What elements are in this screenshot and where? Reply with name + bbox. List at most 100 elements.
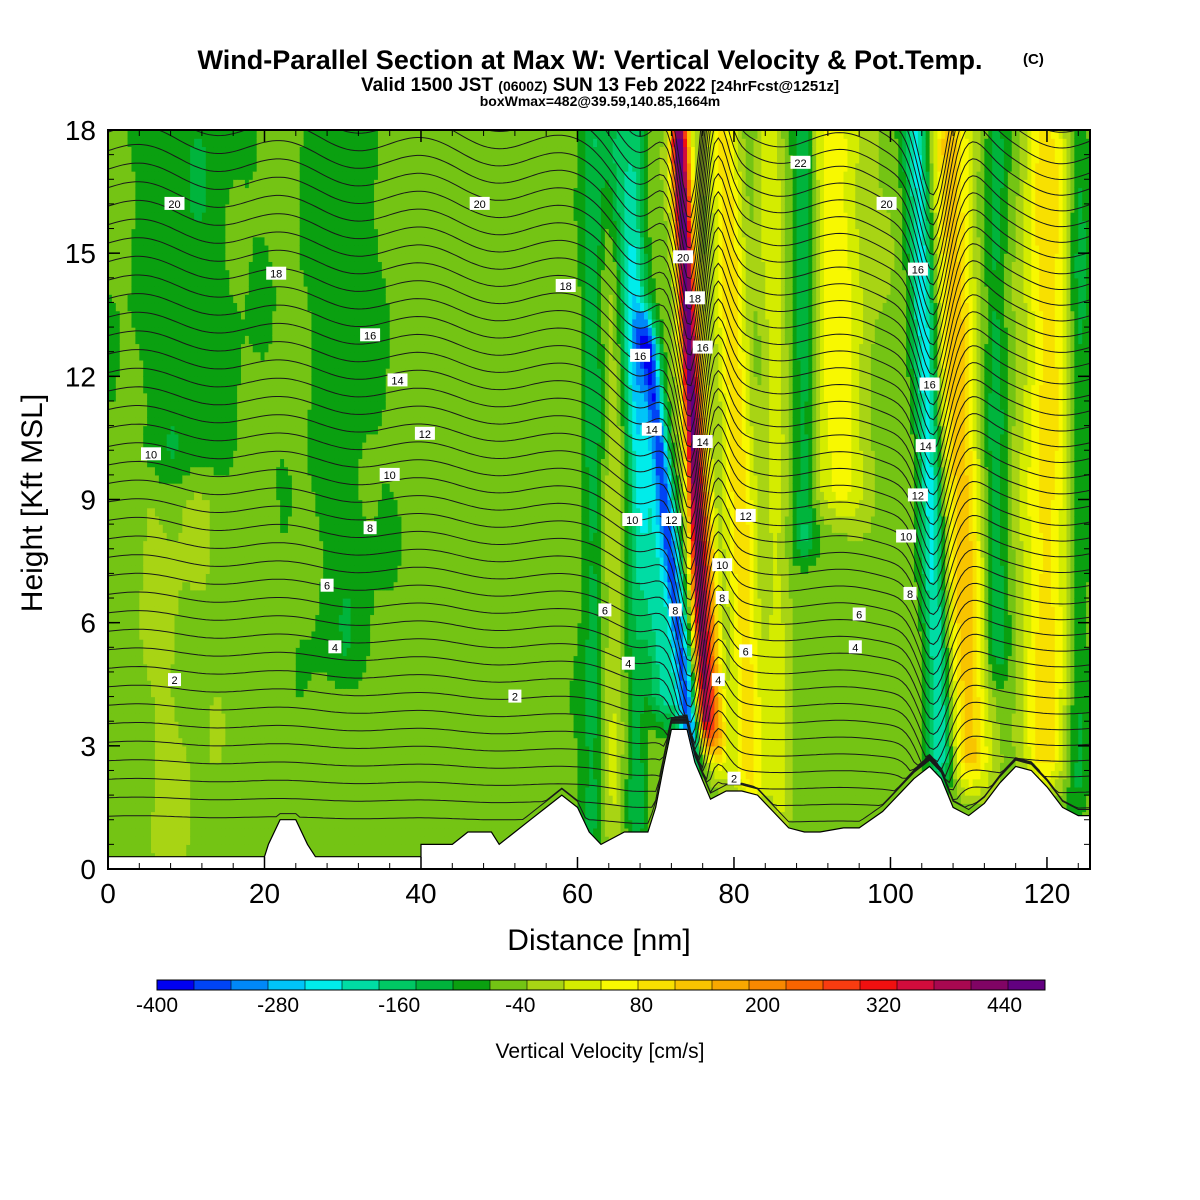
w-cell <box>182 770 187 779</box>
w-cell <box>159 491 164 500</box>
w-cell <box>178 795 183 804</box>
w-cell <box>128 795 133 804</box>
w-cell <box>120 467 125 476</box>
w-cell <box>124 319 129 328</box>
w-cell <box>159 680 164 689</box>
w-cell <box>159 656 164 665</box>
w-cell <box>151 688 156 697</box>
w-cell <box>143 130 148 139</box>
w-cell <box>163 697 168 706</box>
w-cell <box>186 458 191 467</box>
w-cell <box>163 401 168 410</box>
w-cell <box>167 319 172 328</box>
w-cell <box>128 130 133 139</box>
w-cell <box>182 803 187 812</box>
w-cell <box>112 705 117 714</box>
w-cell <box>163 327 168 336</box>
w-cell <box>175 565 180 574</box>
w-cell <box>182 450 187 459</box>
w-cell <box>159 212 164 221</box>
w-cell <box>155 795 160 804</box>
w-cell <box>151 680 156 689</box>
w-cell <box>167 746 172 755</box>
w-cell <box>155 360 160 369</box>
w-cell <box>139 614 144 623</box>
w-cell <box>147 229 152 238</box>
w-cell <box>151 237 156 246</box>
w-cell <box>186 278 191 287</box>
w-cell <box>131 343 136 352</box>
w-cell <box>182 713 187 722</box>
w-cell <box>128 623 133 632</box>
w-cell <box>139 376 144 385</box>
w-cell <box>159 836 164 845</box>
w-cell <box>143 302 148 311</box>
w-cell <box>116 606 121 615</box>
w-cell <box>124 754 129 763</box>
w-cell <box>124 294 129 303</box>
w-cell <box>131 475 136 484</box>
w-cell <box>171 417 176 426</box>
w-cell <box>128 614 133 623</box>
w-cell <box>186 656 191 665</box>
w-cell <box>151 278 156 287</box>
w-cell <box>171 237 176 246</box>
w-cell <box>139 343 144 352</box>
w-cell <box>151 163 156 172</box>
w-cell <box>112 697 117 706</box>
w-cell <box>167 590 172 599</box>
w-cell <box>120 229 125 238</box>
w-cell <box>155 532 160 541</box>
w-cell <box>163 286 168 295</box>
w-cell <box>155 557 160 566</box>
w-cell <box>128 385 133 394</box>
w-cell <box>112 770 117 779</box>
w-cell <box>147 762 152 771</box>
w-cell <box>151 631 156 640</box>
w-cell <box>128 631 133 640</box>
w-cell <box>139 302 144 311</box>
w-cell <box>139 803 144 812</box>
w-cell <box>159 319 164 328</box>
w-cell <box>155 639 160 648</box>
w-cell <box>131 803 136 812</box>
w-cell <box>186 787 191 796</box>
w-cell <box>155 770 160 779</box>
w-cell <box>182 426 187 435</box>
w-cell <box>128 146 133 155</box>
w-cell <box>151 204 156 213</box>
w-cell <box>163 729 168 738</box>
w-cell <box>147 614 152 623</box>
w-cell <box>120 762 125 771</box>
w-cell <box>178 434 183 443</box>
w-cell <box>151 672 156 681</box>
w-cell <box>120 171 125 180</box>
w-cell <box>135 836 140 845</box>
w-cell <box>175 606 180 615</box>
w-cell <box>147 311 152 320</box>
w-cell <box>159 138 164 147</box>
w-cell <box>159 606 164 615</box>
w-cell <box>171 582 176 591</box>
w-cell <box>151 245 156 254</box>
w-cell <box>120 672 125 681</box>
w-cell <box>163 253 168 262</box>
w-cell <box>163 155 168 164</box>
w-cell <box>116 278 121 287</box>
vertical-section-chart: Wind-Parallel Section at Max W: Vertical… <box>0 0 1200 1200</box>
w-cell <box>139 844 144 853</box>
w-cell <box>182 311 187 320</box>
w-cell <box>128 565 133 574</box>
w-cell <box>116 335 121 344</box>
w-cell <box>128 729 133 738</box>
w-cell <box>163 614 168 623</box>
w-cell <box>147 565 152 574</box>
w-cell <box>135 270 140 279</box>
w-cell <box>171 795 176 804</box>
w-cell <box>182 343 187 352</box>
w-cell <box>128 352 133 361</box>
w-cell <box>186 639 191 648</box>
w-cell <box>135 664 140 673</box>
w-cell <box>155 245 160 254</box>
w-cell <box>178 417 183 426</box>
